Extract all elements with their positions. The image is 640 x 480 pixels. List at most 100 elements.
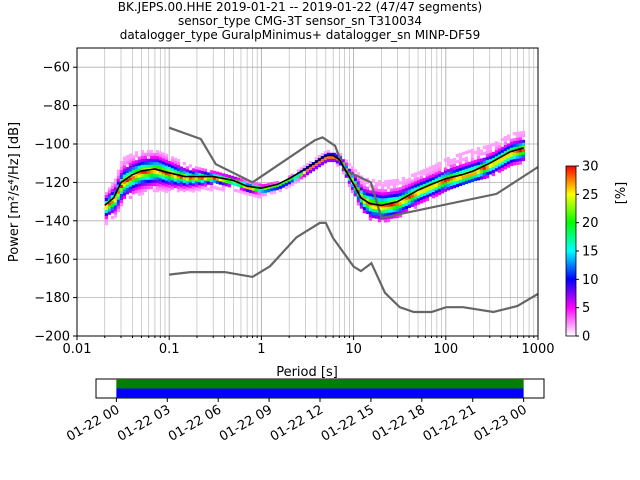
heatmap-cell [437,176,442,181]
heatmap-cell [113,187,118,191]
heatmap-cell [419,173,424,177]
heatmap-cell [119,200,124,204]
heatmap-cell [308,170,313,174]
heatmap-cell [176,186,181,190]
heatmap-cell [218,172,223,176]
heatmap-cell [452,167,457,171]
heatmap-cell [197,173,202,177]
heatmap-cell [395,193,400,198]
heatmap-cell [233,188,238,192]
heatmap-cell [371,196,376,201]
heatmap-cell [488,159,493,163]
timeline-tick-label: 01-22 03 [115,402,173,444]
heatmap-cell [440,172,445,176]
heatmap-cell [413,187,418,191]
heatmap-cell [122,168,127,172]
heatmap-cell [137,162,142,166]
heatmap-cell [404,208,409,213]
heatmap-cell [401,207,406,211]
heatmap-cell [380,207,385,211]
heatmap-cell [278,185,283,190]
heatmap-cell [503,157,508,161]
heatmap-cell [383,210,388,214]
heatmap-cell [374,182,379,186]
heatmap-cell [458,167,463,172]
heatmap-cell [395,181,400,186]
mode-line [104,147,524,207]
heatmap-cell [341,159,346,163]
heatmap-cell [326,152,331,157]
heatmap-cell [329,155,334,160]
heatmap-cell [464,168,469,173]
heatmap-cell [161,167,166,171]
x-axis-label: Period [s] [276,365,338,380]
heatmap-cell [173,178,178,182]
heatmap-cell [320,159,325,163]
heatmap-cell [188,182,193,186]
heatmap-cell [413,172,418,176]
heatmap-cell [155,156,160,160]
heatmap-cell [299,173,304,177]
heatmap-cell [374,185,379,189]
heatmap-cell [143,176,148,181]
heatmap-cell [167,181,172,186]
heatmap-cell [365,207,370,211]
timeline-tick-label: 01-22 15 [319,402,377,444]
heatmap-cell [203,171,208,175]
heatmap-cell [149,158,154,163]
heatmap-cell [476,153,481,157]
heatmap-cell [350,165,355,170]
heatmap-cell [227,175,232,179]
heatmap-cell [428,190,433,194]
heatmap-cell [473,171,478,176]
x-tick-label: 10 [345,342,362,357]
heatmap-cell [209,173,214,177]
heatmap-cell [146,152,151,157]
heatmap-cell [509,156,514,161]
heatmap-cell [119,173,124,177]
heatmap-cell [392,194,397,198]
heatmap-cell [251,190,256,194]
heatmap-cell [179,169,184,173]
heatmap-cell [383,219,388,223]
heatmap-cell [203,180,208,184]
heatmap-cell [416,177,421,181]
heatmap-cell [413,181,418,185]
heatmap-cell [506,158,511,162]
heatmap-cell [242,185,247,189]
heatmap-cell [275,183,280,188]
heatmap-cell [437,173,442,178]
heatmap-cell [158,154,163,158]
heatmap-cell [203,168,208,172]
heatmap-cell [374,209,379,213]
heatmap-cell [458,155,463,160]
heatmap-cell [521,157,526,162]
heatmap-cell [476,174,481,178]
timeline-tick-label: 01-22 09 [217,402,275,444]
heatmap-cell [119,182,124,186]
x-tick-label: 1 [257,342,265,357]
heatmap-cell [422,195,427,200]
heatmap-cell [398,205,403,209]
heatmap-cell [128,165,133,169]
heatmap-cell [452,176,457,180]
heatmap-cell [497,157,502,161]
heatmap-cell [512,159,517,163]
heatmap-cell [470,175,475,180]
heatmap-cell [119,161,124,165]
heatmap-cell [197,188,202,192]
heatmap-cell [122,165,127,169]
heatmap-cell [386,182,391,187]
heatmap-cell [239,187,244,191]
heatmap-cell [518,161,523,165]
heatmap-cell [188,176,193,180]
heatmap-cell [164,159,169,163]
heatmap-cell [431,180,436,184]
heatmap-cell [251,181,256,185]
heatmap-cell [392,182,397,186]
heatmap-cell [470,166,475,171]
heatmap-cell [395,190,400,195]
heatmap-cell [437,191,442,196]
y-axis-label: Power [m²/s⁴/Hz] [dB] [7,122,22,262]
heatmap-cell [518,155,523,159]
